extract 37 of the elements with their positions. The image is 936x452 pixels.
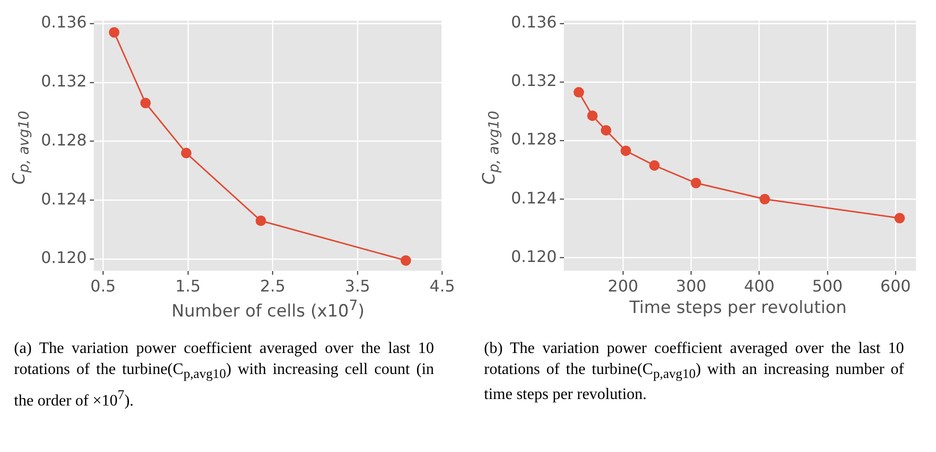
y-tick-label: 0.136	[510, 12, 557, 32]
point	[690, 178, 702, 188]
point	[894, 212, 905, 224]
point	[400, 255, 412, 266]
x-axis-title: Number of cells (x10$^{7}$)	[170, 298, 366, 322]
y-tick-label: 0.128	[40, 130, 87, 150]
x-tick-label: 200	[608, 276, 638, 296]
point	[620, 146, 632, 156]
point	[256, 216, 266, 226]
point	[108, 27, 120, 38]
x-tick-label: 0.5	[90, 276, 116, 296]
point	[760, 194, 770, 204]
y-tick-label: 0.132	[510, 71, 557, 90]
y-tick-label: 0.128	[510, 130, 557, 149]
y-tick-label: 0.124	[510, 188, 557, 208]
y-tick-label: 0.132	[40, 72, 87, 91]
x-tick-label: 500	[812, 276, 843, 296]
y-tick-label: 0.136	[40, 12, 87, 32]
x-tick-label: 4.5	[430, 276, 456, 296]
y-tick-label: 0.120	[40, 248, 87, 268]
text: (b) The variation power coefficient averaged over the last 10 rotations of the turbine(C$_{p,avg10}$) with an increasing number of time steps per revolution.	[484, 340, 904, 404]
x-tick-label: 1.5	[175, 276, 201, 296]
point	[140, 98, 151, 108]
text: (a) The variation power coefficient averaged over the last 10 rotations of the turbine(C$_{p,avg10}$) with increasing cell count (in the order of ×10$^{7}$).	[14, 340, 434, 410]
x-tick-label: 3.5	[344, 276, 370, 296]
x-tick-label: 400	[744, 276, 775, 296]
x-tick-label: 300	[676, 276, 706, 296]
point	[587, 110, 598, 121]
point	[180, 148, 192, 158]
y-tick-label: 0.120	[510, 246, 557, 266]
point	[574, 87, 584, 98]
y-tick-label: 0.124	[40, 189, 87, 208]
point	[649, 160, 660, 171]
x-tick-label: 2.5	[260, 276, 286, 296]
x-tick-label: 600	[880, 276, 911, 296]
x-axis-title: Time steps per revolution	[628, 298, 848, 318]
point	[600, 125, 612, 136]
